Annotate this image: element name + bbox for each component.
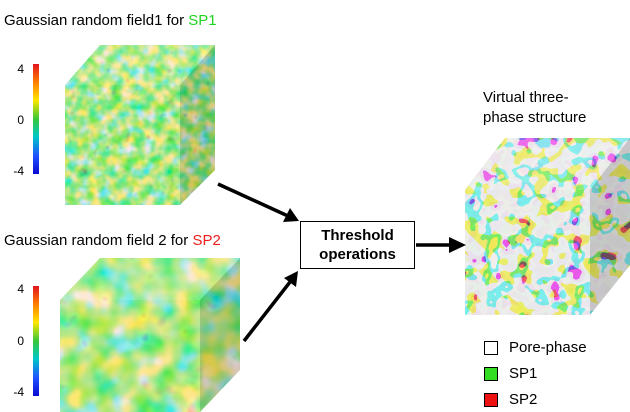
field2-colorbar-mid: 0	[17, 334, 24, 348]
field2-title: Gaussian random field 2 for SP2	[4, 232, 221, 250]
legend-label-sp2: SP2	[509, 391, 538, 408]
phase-structure-cube	[465, 138, 630, 315]
field1-title-text: Gaussian random field1 for	[4, 12, 189, 29]
field1-colorbar-max: 4	[17, 62, 24, 76]
legend-swatch-pore	[484, 340, 498, 355]
field2-title-phase: SP2	[192, 232, 221, 249]
output-title-line1: Virtual three-	[483, 89, 569, 106]
field2-colorbar-min: -4	[13, 385, 24, 399]
threshold-operations-box: Threshold operations	[300, 221, 415, 269]
field2-colorbar-max: 4	[17, 282, 24, 296]
output-title: Virtual three- phase structure	[483, 88, 586, 128]
legend-swatch-sp2	[484, 392, 498, 407]
field1-colorbar-mid: 0	[17, 113, 24, 127]
legend-swatch-sp1	[484, 366, 498, 381]
field1-colorbar	[33, 64, 39, 174]
field1-cube	[65, 45, 215, 205]
legend-item-sp2: SP2	[484, 391, 537, 408]
field2-title-text: Gaussian random field 2 for	[4, 232, 193, 249]
threshold-label-line1: Threshold	[321, 227, 394, 244]
field1-colorbar-min: -4	[13, 164, 24, 178]
arrow-field2-to-threshold	[242, 271, 298, 343]
output-title-line2: phase structure	[483, 109, 587, 126]
field2-colorbar	[33, 286, 39, 396]
field1-title-phase: SP1	[188, 12, 217, 29]
arrow-field1-to-threshold	[217, 182, 299, 222]
legend-item-pore: Pore-phase	[484, 339, 587, 356]
legend-item-sp1: SP1	[484, 365, 537, 382]
legend-label-pore: Pore-phase	[509, 339, 587, 356]
arrow-threshold-to-output	[416, 237, 466, 253]
threshold-label-line2: operations	[319, 246, 396, 263]
field2-cube	[60, 258, 240, 412]
legend-label-sp1: SP1	[509, 365, 538, 382]
field1-title: Gaussian random field1 for SP1	[4, 12, 217, 30]
